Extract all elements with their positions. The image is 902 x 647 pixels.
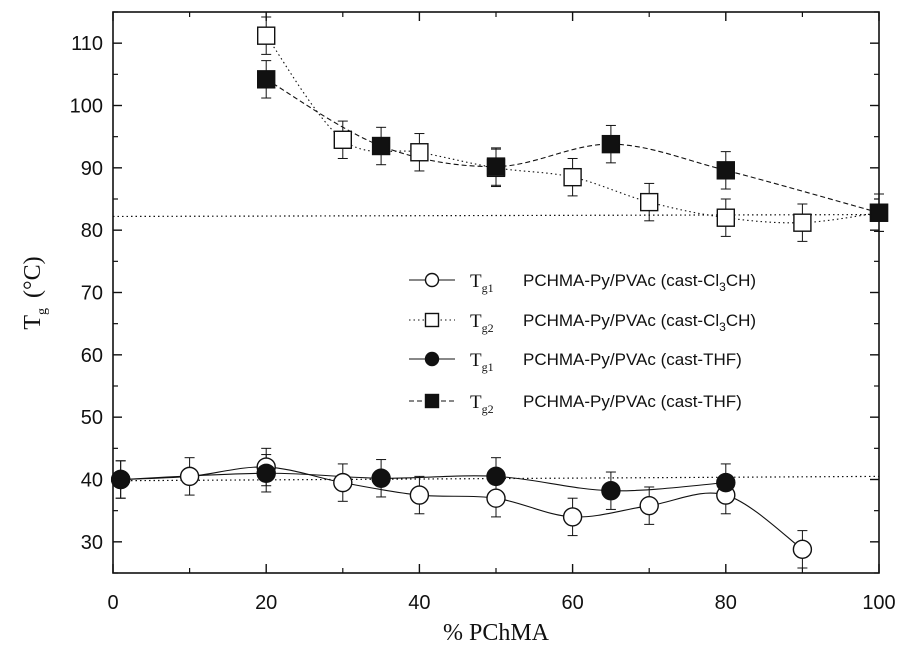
svg-text:Tg(°C): Tg (°C) bbox=[20, 256, 50, 329]
data-point bbox=[716, 208, 735, 227]
series-curve-4 bbox=[265, 78, 880, 214]
x-tick-label: 0 bbox=[107, 592, 118, 614]
data-point bbox=[257, 26, 276, 45]
legend-label-end: CH) bbox=[726, 311, 756, 330]
legend-symbol-main: T bbox=[470, 350, 482, 371]
legend-symbol-sub: g1 bbox=[482, 360, 494, 374]
legend-symbol-main: T bbox=[470, 311, 482, 332]
x-tick-label: 80 bbox=[715, 592, 737, 614]
legend-marker bbox=[424, 393, 440, 409]
x-tick-label: 20 bbox=[255, 592, 277, 614]
data-point bbox=[486, 488, 506, 508]
data-point bbox=[410, 143, 429, 162]
legend-symbol-main: T bbox=[470, 392, 482, 413]
data-point bbox=[179, 466, 200, 487]
y-tick-label: 80 bbox=[81, 220, 103, 242]
x-axis-ticks: 0 20 40 60 80 100 bbox=[107, 12, 896, 614]
data-point bbox=[409, 485, 430, 505]
y-tick-label: 110 bbox=[71, 33, 103, 55]
reference-lines bbox=[112, 213, 880, 482]
legend: Tg1 PCHMA-Py/PVAc (cast-Cl3CH)Tg2 PCHMA-Py… bbox=[409, 271, 756, 416]
data-point bbox=[371, 468, 391, 488]
x-tick-label: 60 bbox=[561, 592, 583, 614]
data-point bbox=[640, 192, 659, 212]
y-tick-label: 90 bbox=[81, 158, 103, 180]
data-point bbox=[716, 472, 736, 493]
y-axis-title-main: T bbox=[20, 315, 46, 330]
data-point bbox=[371, 136, 391, 156]
legend-label-main: PCHMA-Py/PVAc (cast-THF) bbox=[523, 392, 742, 411]
y-tick-label: 30 bbox=[81, 532, 103, 554]
legend-symbol: Tg1 bbox=[470, 271, 494, 295]
legend-label-main: PCHMA-Py/PVAc (cast-THF) bbox=[523, 350, 742, 369]
data-point bbox=[601, 481, 621, 501]
y-axis-ticks: 30 40 50 60 70 80 90 100 110 bbox=[70, 11, 879, 574]
legend-label: PCHMA-Py/PVAc (cast-Cl3CH) bbox=[523, 271, 756, 294]
legend-label-sub: 3 bbox=[719, 280, 726, 294]
legend-symbol-sub: g2 bbox=[482, 321, 494, 335]
data-point bbox=[792, 539, 813, 560]
data-point bbox=[333, 472, 353, 493]
data-point bbox=[639, 495, 659, 516]
y-tick-label: 70 bbox=[81, 283, 103, 305]
legend-marker bbox=[424, 312, 440, 328]
data-point bbox=[869, 203, 889, 222]
reference-line bbox=[112, 213, 880, 218]
data-point bbox=[562, 507, 583, 527]
legend-label: PCHMA-Py/PVAc (cast-THF) bbox=[523, 350, 742, 369]
data-point bbox=[256, 463, 276, 483]
legend-symbol-main: T bbox=[470, 271, 482, 292]
y-tick-label: 40 bbox=[81, 470, 103, 492]
error-bars bbox=[115, 16, 884, 569]
y-tick-label: 60 bbox=[81, 345, 103, 367]
data-point bbox=[257, 70, 276, 89]
y-tick-label: 100 bbox=[70, 96, 103, 118]
legend-symbol-sub: g2 bbox=[482, 402, 494, 416]
x-axis-title: % PChMA bbox=[443, 620, 550, 646]
legend-marker bbox=[424, 272, 440, 288]
legend-label-main: PCHMA-Py/PVAc (cast-Cl bbox=[523, 311, 719, 330]
data-point bbox=[486, 157, 506, 176]
x-tick-label: 100 bbox=[862, 592, 895, 614]
legend-symbol: Tg2 bbox=[470, 392, 494, 416]
legend-marker bbox=[424, 351, 440, 367]
data-point bbox=[601, 134, 621, 154]
legend-symbol-sub: g1 bbox=[482, 281, 494, 295]
legend-label-sub: 3 bbox=[719, 320, 726, 334]
legend-symbol: Tg1 bbox=[470, 350, 494, 374]
y-axis-title-unit: (°C) bbox=[20, 256, 46, 298]
series-curve-1 bbox=[120, 466, 803, 550]
data-point bbox=[333, 130, 352, 149]
data-point bbox=[793, 213, 812, 232]
data-point bbox=[563, 167, 582, 187]
legend-label-end: CH) bbox=[726, 271, 756, 290]
legend-label: PCHMA-Py/PVAc (cast-THF) bbox=[523, 392, 742, 411]
y-axis-title: Tg (°C) bbox=[20, 256, 50, 329]
data-point bbox=[716, 161, 735, 180]
legend-symbol: Tg2 bbox=[470, 311, 494, 335]
legend-label-main: PCHMA-Py/PVAc (cast-Cl bbox=[523, 271, 719, 290]
data-point bbox=[486, 466, 506, 487]
y-tick-label: 50 bbox=[81, 407, 103, 429]
y-axis-title-sub: g bbox=[35, 308, 50, 315]
x-tick-label: 40 bbox=[408, 592, 430, 614]
data-points bbox=[110, 26, 889, 560]
legend-label: PCHMA-Py/PVAc (cast-Cl3CH) bbox=[523, 311, 756, 334]
